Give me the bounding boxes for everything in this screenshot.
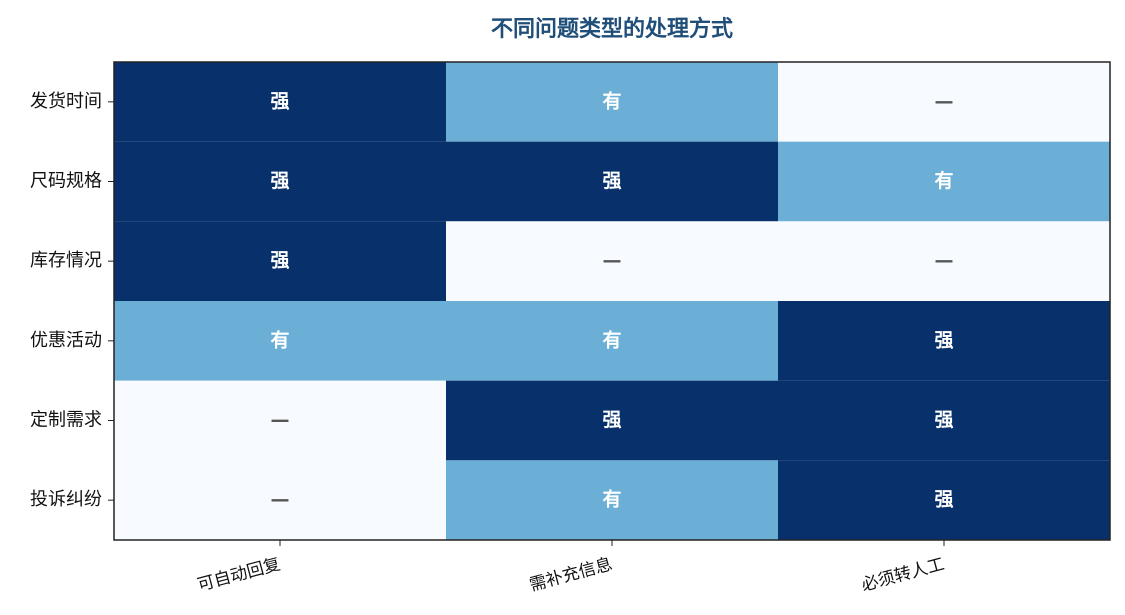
y-tick-label: 库存情况 [30, 250, 102, 271]
heatmap-cell [114, 141, 446, 222]
heatmap-cell [114, 221, 446, 301]
cell-label: 强 [934, 409, 953, 431]
x-tick-label: 可自动回复 [195, 554, 282, 595]
heatmap-cell [778, 301, 1110, 381]
y-tick-label: 投诉纠纷 [30, 489, 102, 510]
cell-label: 强 [934, 489, 953, 511]
heatmap-cell [446, 62, 778, 142]
heatmap-cell [446, 380, 778, 461]
cell-label: 强 [270, 170, 289, 192]
cell-label: — [271, 489, 290, 511]
cell-label: 有 [602, 89, 621, 112]
heatmap-cell [114, 460, 446, 540]
heatmap-cell [778, 221, 1110, 301]
x-tick-label: 需补充信息 [527, 554, 614, 595]
cell-label: 强 [934, 329, 953, 351]
cell-label: 强 [270, 90, 289, 112]
cell-label: — [935, 90, 954, 112]
cell-label: 强 [270, 250, 289, 272]
heatmap-cell [778, 141, 1110, 222]
heatmap-cell [778, 460, 1110, 540]
y-tick-label: 定制需求 [30, 410, 102, 431]
cell-label: — [271, 409, 290, 431]
chart-title: 不同问题类型的处理方式 [491, 16, 733, 42]
heatmap-cell [778, 380, 1110, 461]
cell-label: 强 [602, 409, 621, 431]
heatmap-cell [446, 460, 778, 540]
x-tick-label: 必须转人工 [859, 554, 946, 595]
cell-label: 有 [934, 169, 953, 192]
cell-label: — [935, 250, 954, 272]
y-tick-label: 尺码规格 [30, 171, 102, 192]
cell-label: — [603, 250, 622, 272]
cell-label: 强 [602, 170, 621, 192]
heatmap-cell [778, 62, 1110, 142]
heatmap-cell [114, 62, 446, 142]
y-tick-label: 发货时间 [30, 91, 102, 112]
y-tick-label: 优惠活动 [30, 330, 102, 351]
heatmap-cell [114, 301, 446, 381]
heatmap-cell [446, 141, 778, 222]
heatmap-cell [446, 221, 778, 301]
cell-label: 有 [270, 328, 289, 351]
cell-label: 有 [602, 328, 621, 351]
heatmap-cell [446, 301, 778, 381]
cell-label: 有 [602, 488, 621, 511]
heatmap-cell [114, 380, 446, 461]
